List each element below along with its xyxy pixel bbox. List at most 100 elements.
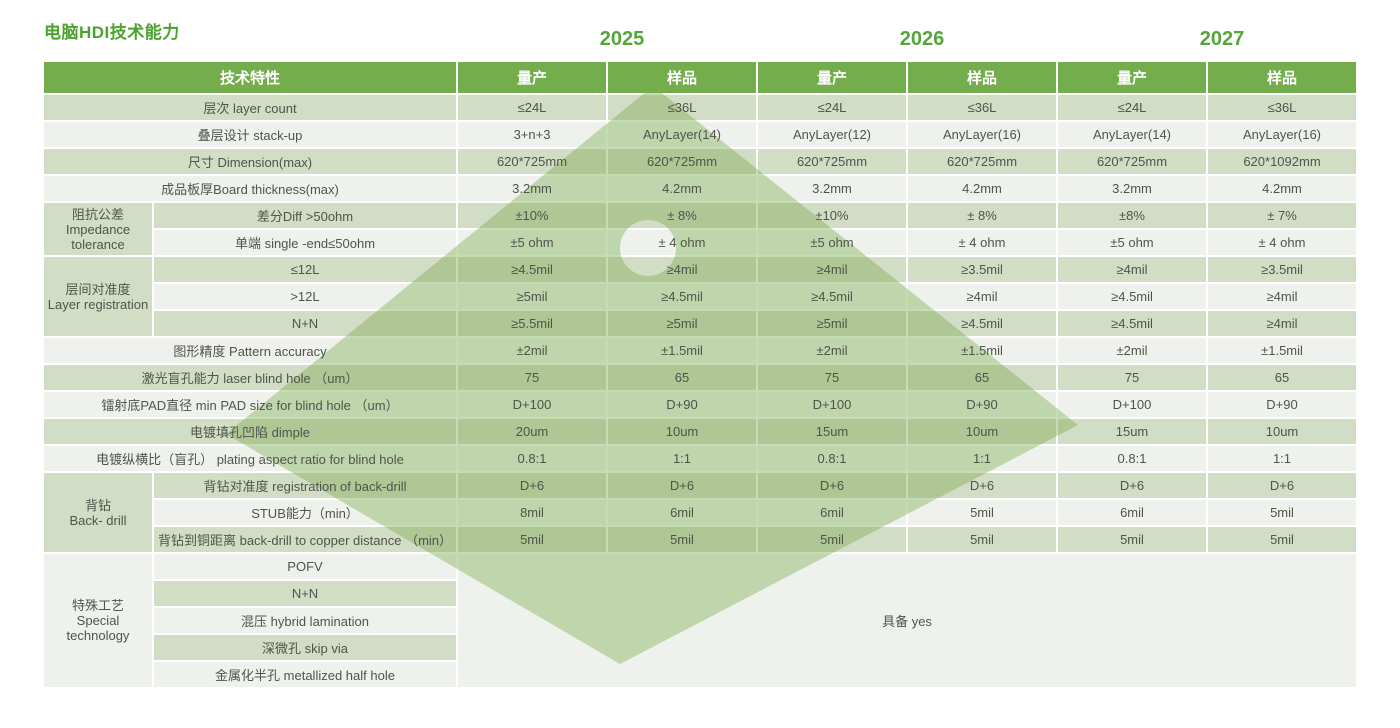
value-cell: ±5 ohm bbox=[758, 230, 906, 255]
row-label: 深微孔 skip via bbox=[154, 635, 456, 660]
value-cell: 5mil bbox=[908, 527, 1056, 552]
value-cell: 1:1 bbox=[608, 446, 756, 471]
value-cell: 0.8:1 bbox=[758, 446, 906, 471]
value-cell: 8mil bbox=[458, 500, 606, 525]
value-cell: 620*1092mm bbox=[1208, 149, 1356, 174]
value-cell: D+6 bbox=[1208, 473, 1356, 498]
value-cell: ± 4 ohm bbox=[908, 230, 1056, 255]
row-label: 差分Diff >50ohm bbox=[154, 203, 456, 228]
value-cell: 3.2mm bbox=[1058, 176, 1206, 201]
value-cell: ≤24L bbox=[458, 95, 606, 120]
col-header-2026-massprod: 量产 bbox=[758, 62, 906, 93]
value-cell: 5mil bbox=[608, 527, 756, 552]
value-cell: 5mil bbox=[908, 500, 1056, 525]
year-header: 2025 2026 2027 bbox=[460, 28, 1360, 54]
row-label: 镭射底PAD直径 min PAD size for blind hole （um… bbox=[44, 392, 456, 417]
value-cell: 10um bbox=[908, 419, 1056, 444]
value-cell: D+6 bbox=[1058, 473, 1206, 498]
value-cell: 75 bbox=[758, 365, 906, 390]
value-cell: AnyLayer(14) bbox=[1058, 122, 1206, 147]
value-cell: D+90 bbox=[908, 392, 1056, 417]
group-label-impedance-tolerance: 阻抗公差 Impedance tolerance bbox=[44, 203, 152, 255]
value-cell: ≥5mil bbox=[458, 284, 606, 309]
value-cell: ≥3.5mil bbox=[908, 257, 1056, 282]
value-cell: 620*725mm bbox=[608, 149, 756, 174]
row-label: 电镀填孔凹陷 dimple bbox=[44, 419, 456, 444]
value-cell: 6mil bbox=[758, 500, 906, 525]
row-label: N+N bbox=[154, 581, 456, 606]
value-cell: ≤24L bbox=[1058, 95, 1206, 120]
value-cell: 75 bbox=[458, 365, 606, 390]
value-cell: AnyLayer(14) bbox=[608, 122, 756, 147]
value-cell: ±10% bbox=[458, 203, 606, 228]
value-cell: ±8% bbox=[1058, 203, 1206, 228]
group-label-layer-registration: 层间对准度 Layer registration bbox=[44, 257, 152, 336]
value-cell: 4.2mm bbox=[908, 176, 1056, 201]
row-label: 激光盲孔能力 laser blind hole （um） bbox=[44, 365, 456, 390]
value-cell: 15um bbox=[758, 419, 906, 444]
value-cell: ≥5mil bbox=[608, 311, 756, 336]
col-header-2027-sample: 样品 bbox=[1208, 62, 1356, 93]
capability-table: 技术特性 量产 样品 量产 样品 量产 样品 层次 layer count ≤2… bbox=[42, 60, 1358, 689]
table-row: 激光盲孔能力 laser blind hole （um） 75 65 75 65… bbox=[44, 365, 1356, 390]
value-cell: 6mil bbox=[608, 500, 756, 525]
value-cell: AnyLayer(16) bbox=[1208, 122, 1356, 147]
value-cell: D+100 bbox=[458, 392, 606, 417]
table-row: 特殊工艺 Special technology POFV 具备 yes bbox=[44, 554, 1356, 687]
value-cell: ≥4.5mil bbox=[1058, 284, 1206, 309]
value-cell: ±5 ohm bbox=[458, 230, 606, 255]
year-2027: 2027 bbox=[1199, 28, 1245, 50]
row-label: 成品板厚Board thickness(max) bbox=[44, 176, 456, 201]
value-cell: ≥4mil bbox=[1058, 257, 1206, 282]
value-cell: ≥4mil bbox=[1208, 311, 1356, 336]
table-row: 背钻 Back- drill 背钻对准度 registration of bac… bbox=[44, 473, 1356, 552]
value-cell: ≥4.5mil bbox=[908, 311, 1056, 336]
value-cell: ± 4 ohm bbox=[1208, 230, 1356, 255]
row-label: STUB能力（min） bbox=[154, 500, 456, 525]
value-cell: 4.2mm bbox=[608, 176, 756, 201]
value-cell: 65 bbox=[1208, 365, 1356, 390]
value-cell: ≥4mil bbox=[608, 257, 756, 282]
table-row: 金属化半孔 metallized half hole bbox=[44, 662, 1356, 687]
value-cell: D+100 bbox=[758, 392, 906, 417]
group-label-special-technology: 特殊工艺 Special technology bbox=[44, 554, 152, 687]
value-cell: ≤36L bbox=[1208, 95, 1356, 120]
value-cell: 620*725mm bbox=[1058, 149, 1206, 174]
value-cell: 10um bbox=[608, 419, 756, 444]
row-label: 尺寸 Dimension(max) bbox=[44, 149, 456, 174]
row-label: ≤12L bbox=[154, 257, 456, 282]
value-cell: ≤24L bbox=[758, 95, 906, 120]
value-cell: D+90 bbox=[608, 392, 756, 417]
value-cell: 1:1 bbox=[908, 446, 1056, 471]
page-title: 电脑HDI技术能力 bbox=[44, 23, 180, 42]
row-label: 层次 layer count bbox=[44, 95, 456, 120]
table-row: 镭射底PAD直径 min PAD size for blind hole （um… bbox=[44, 392, 1356, 417]
value-cell: ≥4.5mil bbox=[458, 257, 606, 282]
value-cell: 10um bbox=[1208, 419, 1356, 444]
row-label: >12L bbox=[154, 284, 456, 309]
value-cell: 3.2mm bbox=[458, 176, 606, 201]
row-label: 图形精度 Pattern accuracy bbox=[44, 338, 456, 363]
row-label: 背钻到铜距离 back-drill to copper distance （mi… bbox=[154, 527, 456, 552]
value-cell: ±1.5mil bbox=[608, 338, 756, 363]
value-cell: ± 8% bbox=[908, 203, 1056, 228]
table-row: 阻抗公差 Impedance tolerance 差分Diff >50ohm ±… bbox=[44, 203, 1356, 255]
table-row: >12L ≥5mil ≥4.5mil ≥4.5mil ≥4mil ≥4.5mil… bbox=[44, 284, 1356, 309]
table-row: 层间对准度 Layer registration ≤12L ≥4.5mil ≥4… bbox=[44, 257, 1356, 336]
value-cell: ≤36L bbox=[608, 95, 756, 120]
value-cell: ±1.5mil bbox=[1208, 338, 1356, 363]
value-cell: 75 bbox=[1058, 365, 1206, 390]
value-cell: 3.2mm bbox=[758, 176, 906, 201]
row-label: 金属化半孔 metallized half hole bbox=[154, 662, 456, 687]
table-row: 单端 single -end≤50ohm ±5 ohm ± 4 ohm ±5 o… bbox=[44, 230, 1356, 255]
value-cell: ±2mil bbox=[1058, 338, 1206, 363]
table-row: 图形精度 Pattern accuracy ±2mil ±1.5mil ±2mi… bbox=[44, 338, 1356, 363]
value-cell: ±5 ohm bbox=[1058, 230, 1206, 255]
value-cell: ±1.5mil bbox=[908, 338, 1056, 363]
table-header-row: 技术特性 量产 样品 量产 样品 量产 样品 bbox=[44, 62, 1356, 93]
value-cell: 65 bbox=[908, 365, 1056, 390]
group-label-back-drill: 背钻 Back- drill bbox=[44, 473, 152, 552]
table-row: 电镀纵横比（盲孔） plating aspect ratio for blind… bbox=[44, 446, 1356, 471]
value-cell: 5mil bbox=[1208, 500, 1356, 525]
value-cell: 620*725mm bbox=[758, 149, 906, 174]
